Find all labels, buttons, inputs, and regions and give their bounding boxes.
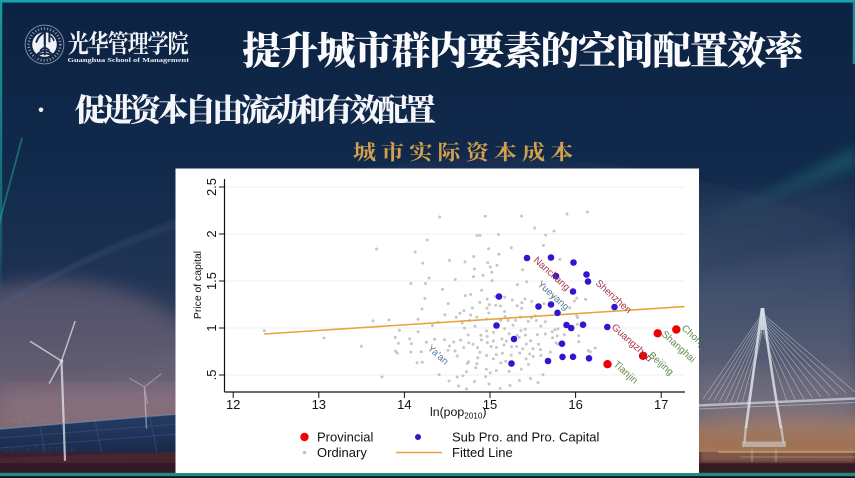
svg-text:Provincial: Provincial bbox=[317, 430, 373, 445]
svg-text:2.5: 2.5 bbox=[204, 178, 219, 196]
svg-text:2: 2 bbox=[204, 230, 219, 237]
svg-text:17: 17 bbox=[654, 397, 668, 412]
svg-text:Sub Pro. and Pro. Capital: Sub Pro. and Pro. Capital bbox=[452, 430, 600, 445]
svg-text:1.5: 1.5 bbox=[204, 272, 219, 290]
svg-text:Guanghua School of Management: Guanghua School of Management bbox=[68, 57, 191, 64]
svg-text:12: 12 bbox=[226, 397, 240, 412]
svg-text:13: 13 bbox=[312, 397, 326, 412]
svg-text:1: 1 bbox=[204, 324, 219, 331]
svg-text:14: 14 bbox=[397, 397, 411, 412]
svg-text:O H O H O F O C O H: O H O H O F O C O H bbox=[2, 445, 76, 454]
svg-text:Price of capital: Price of capital bbox=[193, 251, 204, 319]
svg-text:O H O F O H O C O: O H O F O H O C O bbox=[2, 416, 69, 425]
svg-text:16: 16 bbox=[568, 397, 582, 412]
svg-text:15: 15 bbox=[483, 397, 497, 412]
svg-text:Ordinary: Ordinary bbox=[317, 445, 367, 460]
svg-text:.5: .5 bbox=[204, 370, 219, 381]
svg-text:Fitted Line: Fitted Line bbox=[452, 445, 513, 460]
